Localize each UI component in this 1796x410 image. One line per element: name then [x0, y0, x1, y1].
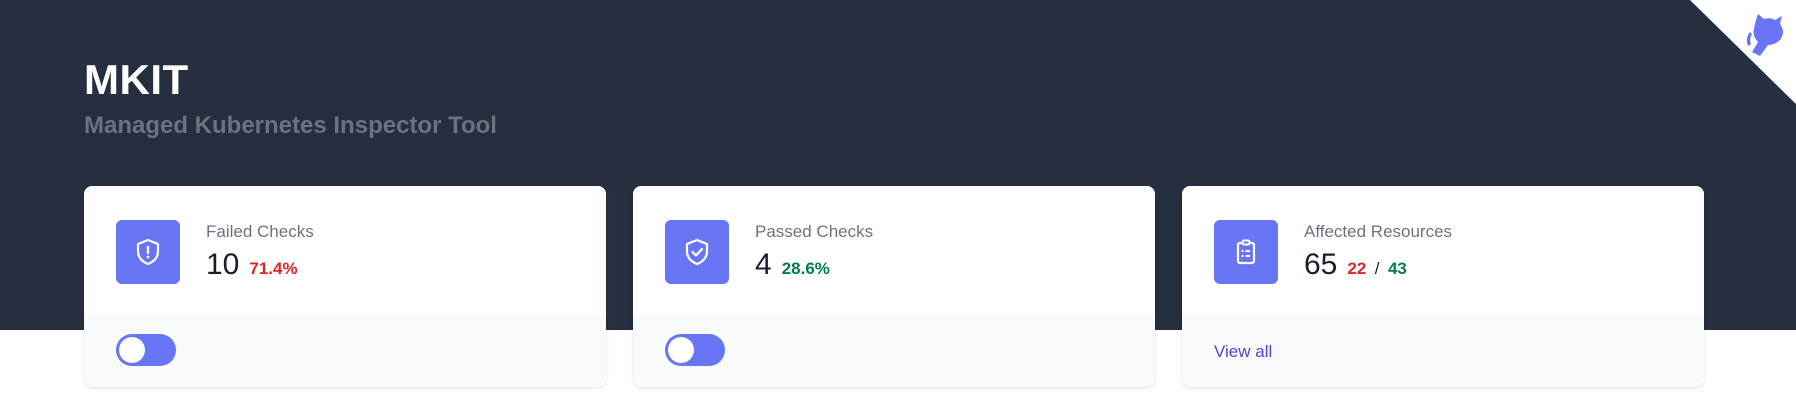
- shield-check-icon: [665, 220, 729, 284]
- passed-resources: 43: [1387, 259, 1407, 278]
- app-title: MKIT: [84, 56, 189, 103]
- app-subtitle: Managed Kubernetes Inspector Tool: [84, 112, 497, 139]
- github-octocat-icon: [1746, 14, 1783, 56]
- card-label: Affected Resources: [1304, 222, 1453, 241]
- passed-checks-toggle[interactable]: [665, 334, 725, 366]
- passed-count: 4: [755, 248, 772, 281]
- card-label: Failed Checks: [206, 222, 314, 241]
- passed-checks-card: Passed Checks 4 28.6%: [633, 186, 1155, 387]
- passed-percent: 28.6%: [781, 259, 830, 278]
- failed-checks-card: Failed Checks 10 71.4%: [84, 186, 606, 387]
- card-label: Passed Checks: [755, 222, 874, 241]
- affected-resources-card: Affected Resources 65 22 / 43 View all: [1182, 186, 1704, 387]
- resource-count: 65: [1304, 248, 1338, 281]
- failed-resources: 22: [1347, 259, 1367, 278]
- failed-checks-toggle[interactable]: [116, 334, 176, 366]
- shield-exclamation-icon: [116, 220, 180, 284]
- toggle-knob: [119, 337, 145, 363]
- separator: /: [1374, 259, 1380, 278]
- view-all-link[interactable]: View all: [1214, 342, 1273, 361]
- corner-triangle: [1690, 0, 1796, 104]
- failed-count: 10: [206, 248, 240, 281]
- failed-percent: 71.4%: [249, 259, 298, 278]
- toggle-knob: [668, 337, 694, 363]
- github-corner-link[interactable]: [1686, 0, 1796, 110]
- clipboard-list-icon: [1214, 220, 1278, 284]
